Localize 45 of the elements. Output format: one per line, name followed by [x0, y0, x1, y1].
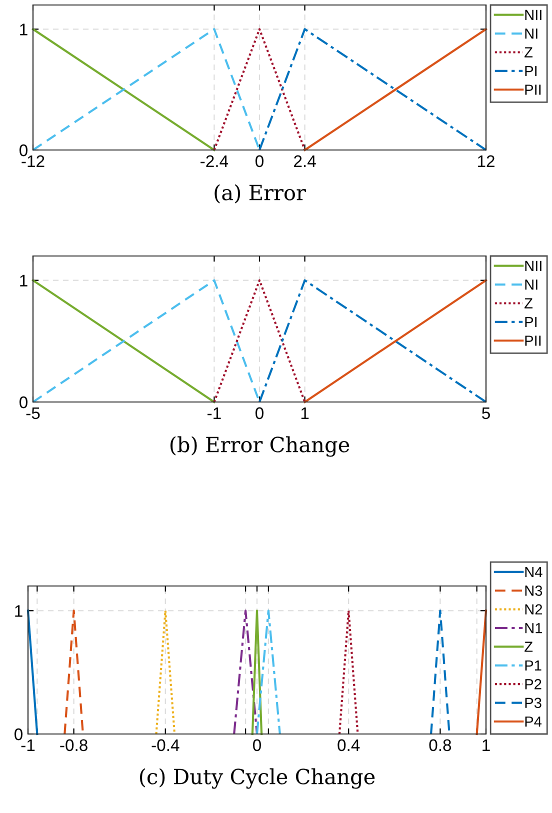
- x-tick-label: -0.4: [152, 739, 180, 752]
- legend-label: Z: [524, 47, 533, 58]
- legend-label: P4: [525, 716, 542, 727]
- y-tick-label: 1: [15, 605, 22, 617]
- x-tick-label: 0: [256, 407, 264, 420]
- y-tick-label: 1: [20, 274, 28, 286]
- legend-label: N1: [525, 623, 542, 634]
- legend-label: NI: [525, 280, 538, 290]
- x-tick-label: -2.4: [200, 155, 228, 167]
- legend-label: N3: [525, 586, 542, 596]
- legend-label: PII: [525, 84, 541, 95]
- y-tick-label: 0: [20, 144, 28, 156]
- legend-label: N4: [525, 566, 542, 578]
- x-tick-label: 0: [256, 155, 264, 168]
- legend-label: P1: [525, 660, 542, 671]
- legend-label: PI: [525, 317, 537, 328]
- legend-label: PI: [525, 66, 537, 76]
- legend-label: Z: [524, 642, 533, 652]
- legend-label: NI: [525, 28, 538, 39]
- y-tick-label: 0: [14, 728, 22, 740]
- legend-label: P3: [525, 698, 542, 708]
- x-tick-label: 12: [478, 155, 494, 167]
- legend-label: Z: [524, 298, 533, 308]
- x-axis-title: (b) Error Change: [170, 436, 350, 457]
- legend-label: NII: [525, 10, 542, 20]
- x-tick-label: 1: [301, 407, 309, 419]
- x-tick-label: 0: [253, 739, 261, 752]
- y-tick-label: 1: [20, 24, 28, 36]
- x-tick-label: -0.8: [60, 739, 88, 752]
- x-tick-label: 0.4: [338, 739, 360, 752]
- legend-label: N2: [525, 604, 542, 614]
- x-tick-label: 5: [482, 407, 490, 420]
- x-tick-label: 2.4: [294, 155, 316, 167]
- legend-label: NII: [525, 260, 542, 271]
- x-tick-label: -1: [208, 407, 221, 419]
- x-tick-label: -12: [22, 155, 44, 167]
- y-tick-label: 0: [20, 396, 28, 408]
- x-tick-label: -1: [21, 739, 35, 751]
- x-axis-title: (c) Duty Cycle Change: [140, 768, 375, 789]
- x-tick-label: 1: [482, 739, 490, 751]
- x-tick-label: -5: [26, 407, 40, 420]
- x-axis-title: (a) Error: [214, 184, 306, 204]
- x-tick-label: 0.8: [429, 739, 452, 752]
- legend-label: PII: [525, 336, 541, 346]
- legend-label: P2: [525, 679, 542, 690]
